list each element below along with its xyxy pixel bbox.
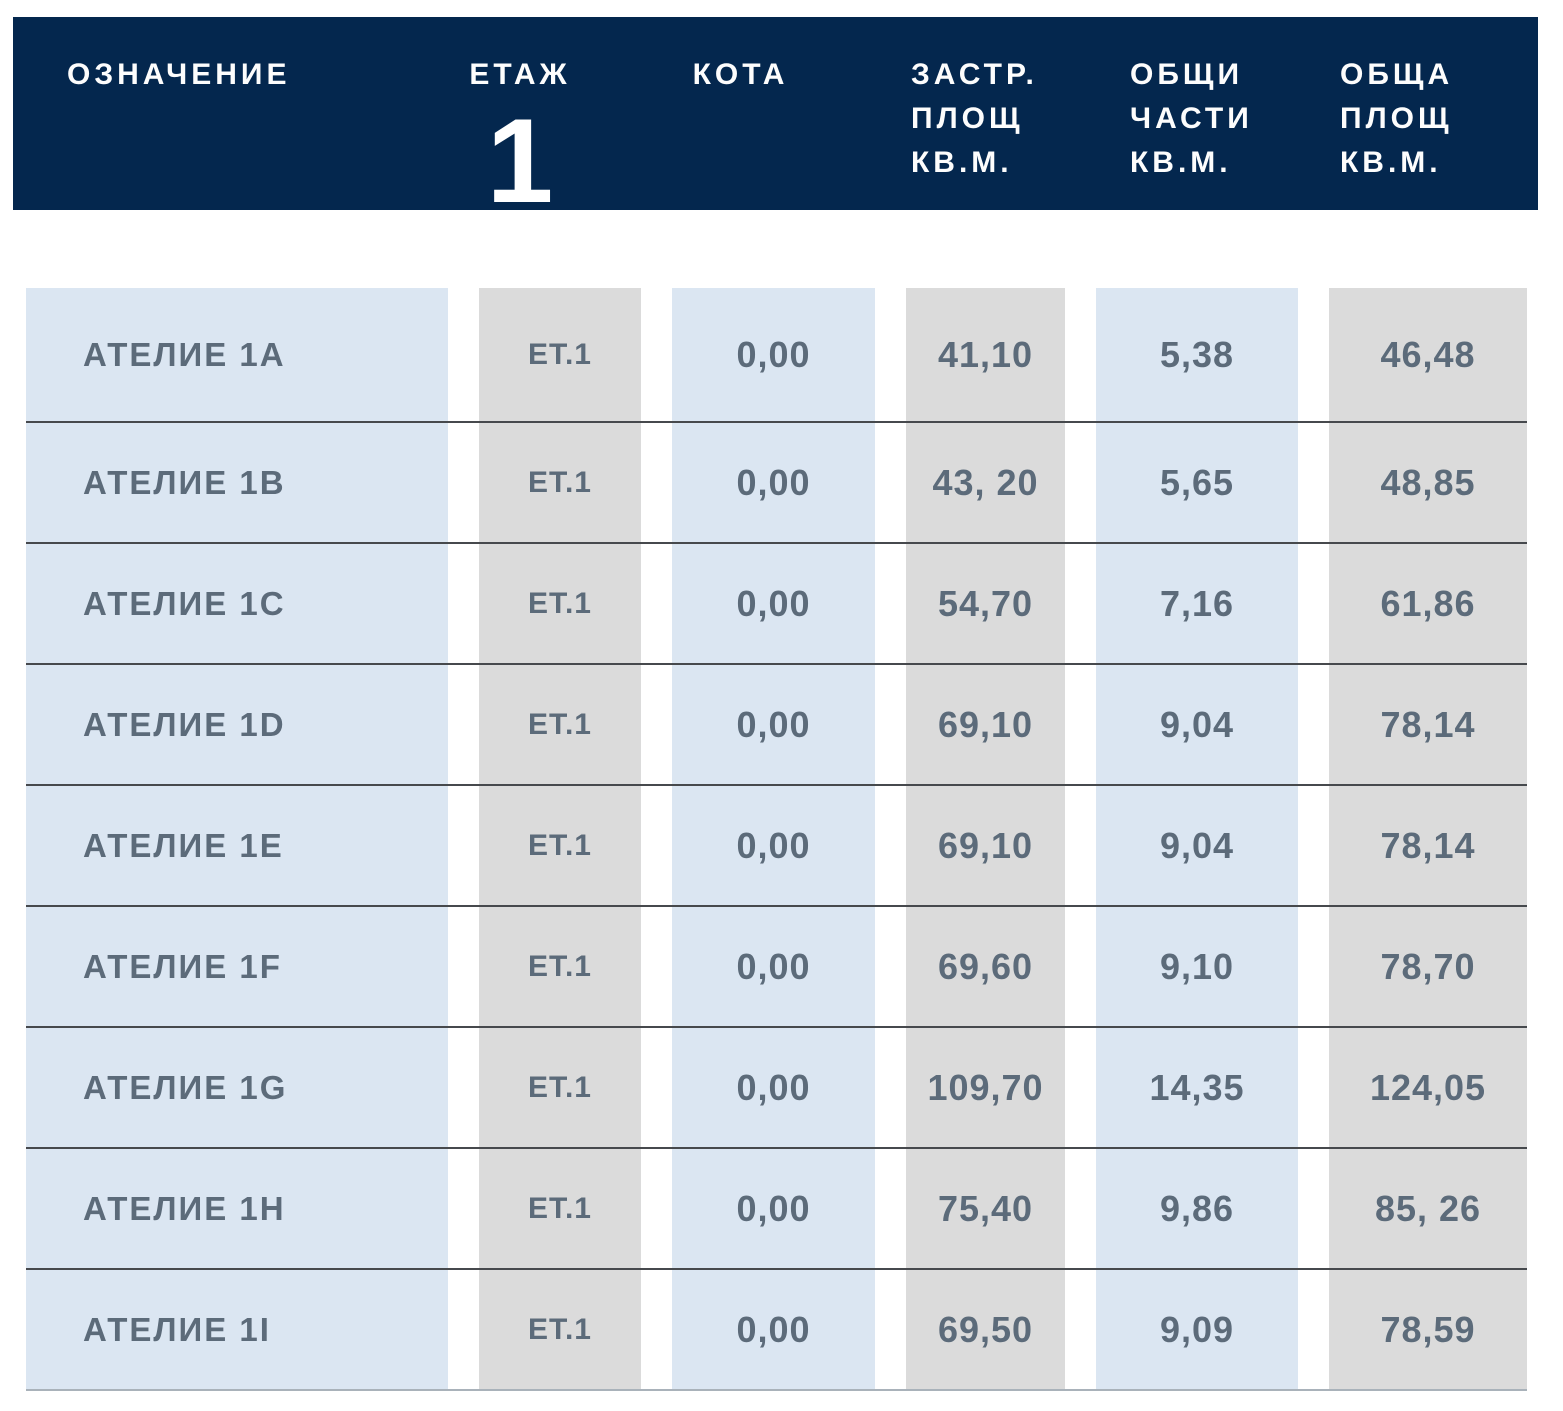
- header-common-parts-line3: КВ.М.: [1130, 146, 1232, 179]
- unit-common-parts: 9,10: [1096, 907, 1298, 1026]
- table-header: ОЗНАЧЕНИЕ ЕТАЖ 1 КОТА ЗАСТР. ПЛОЩ КВ.М. …: [13, 17, 1538, 221]
- unit-built-area: 69,10: [906, 665, 1065, 784]
- unit-built-area: 54,70: [906, 544, 1065, 663]
- unit-built-area: 69,10: [906, 786, 1065, 905]
- unit-total-area: 61,86: [1329, 544, 1527, 663]
- header-elevation: КОТА: [639, 17, 842, 221]
- unit-common-parts: 9,09: [1096, 1270, 1298, 1389]
- unit-elevation: 0,00: [672, 786, 875, 905]
- header-total-area-line3: КВ.М.: [1340, 146, 1442, 179]
- unit-designation: АТЕЛИЕ 1B: [26, 423, 448, 542]
- unit-common-parts: 9,04: [1096, 786, 1298, 905]
- unit-common-parts: 5,65: [1096, 423, 1298, 542]
- unit-designation: АТЕЛИЕ 1D: [26, 665, 448, 784]
- table-row[interactable]: АТЕЛИЕ 1D ЕТ.1 0,00 69,10 9,04 78,14: [26, 665, 1527, 786]
- unit-elevation: 0,00: [672, 1149, 875, 1268]
- table-row[interactable]: АТЕЛИЕ 1C ЕТ.1 0,00 54,70 7,16 61,86: [26, 544, 1527, 665]
- header-built-area-line1: ЗАСТР.: [911, 58, 1038, 91]
- table-row[interactable]: АТЕЛИЕ 1G ЕТ.1 0,00 109,70 14,35 124,05: [26, 1028, 1527, 1149]
- unit-built-area: 69,50: [906, 1270, 1065, 1389]
- unit-elevation: 0,00: [672, 907, 875, 1026]
- unit-designation: АТЕЛИЕ 1A: [26, 288, 448, 421]
- unit-floor: ЕТ.1: [479, 423, 641, 542]
- unit-designation: АТЕЛИЕ 1C: [26, 544, 448, 663]
- floor-number: 1: [486, 94, 554, 228]
- unit-total-area: 85, 26: [1329, 1149, 1527, 1268]
- unit-total-area: 124,05: [1329, 1028, 1527, 1147]
- unit-floor: ЕТ.1: [479, 1149, 641, 1268]
- units-table: АТЕЛИЕ 1A ЕТ.1 0,00 41,10 5,38 46,48 АТЕ…: [26, 288, 1527, 1391]
- floor-units-table-page: ОЗНАЧЕНИЕ ЕТАЖ 1 КОТА ЗАСТР. ПЛОЩ КВ.М. …: [0, 17, 1563, 1411]
- header-total-area-line2: ПЛОЩ: [1340, 102, 1453, 135]
- table-row[interactable]: АТЕЛИЕ 1A ЕТ.1 0,00 41,10 5,38 46,48: [26, 288, 1527, 423]
- unit-floor: ЕТ.1: [479, 288, 641, 421]
- header-common-parts: ОБЩИ ЧАСТИ КВ.М.: [1096, 17, 1298, 221]
- header-common-parts-line2: ЧАСТИ: [1130, 102, 1253, 135]
- unit-elevation: 0,00: [672, 1270, 875, 1389]
- unit-floor: ЕТ.1: [479, 786, 641, 905]
- unit-built-area: 43, 20: [906, 423, 1065, 542]
- unit-designation: АТЕЛИЕ 1G: [26, 1028, 448, 1147]
- unit-total-area: 78,70: [1329, 907, 1527, 1026]
- unit-total-area: 48,85: [1329, 423, 1527, 542]
- unit-floor: ЕТ.1: [479, 544, 641, 663]
- unit-total-area: 78,14: [1329, 786, 1527, 905]
- header-built-area-line3: КВ.М.: [911, 146, 1013, 179]
- table-row[interactable]: АТЕЛИЕ 1I ЕТ.1 0,00 69,50 9,09 78,59: [26, 1270, 1527, 1391]
- header-designation-label: ОЗНАЧЕНИЕ: [67, 58, 291, 91]
- unit-elevation: 0,00: [672, 288, 875, 421]
- header-total-area-line1: ОБЩА: [1340, 58, 1454, 91]
- unit-designation: АТЕЛИЕ 1E: [26, 786, 448, 905]
- unit-floor: ЕТ.1: [479, 1270, 641, 1389]
- header-common-parts-line1: ОБЩИ: [1130, 58, 1244, 91]
- unit-designation: АТЕЛИЕ 1H: [26, 1149, 448, 1268]
- unit-built-area: 69,60: [906, 907, 1065, 1026]
- table-row[interactable]: АТЕЛИЕ 1H ЕТ.1 0,00 75,40 9,86 85, 26: [26, 1149, 1527, 1270]
- unit-elevation: 0,00: [672, 1028, 875, 1147]
- unit-common-parts: 7,16: [1096, 544, 1298, 663]
- unit-built-area: 75,40: [906, 1149, 1065, 1268]
- unit-elevation: 0,00: [672, 544, 875, 663]
- unit-floor: ЕТ.1: [479, 1028, 641, 1147]
- unit-common-parts: 9,04: [1096, 665, 1298, 784]
- header-built-area: ЗАСТР. ПЛОЩ КВ.М.: [906, 17, 1065, 221]
- unit-built-area: 109,70: [906, 1028, 1065, 1147]
- unit-common-parts: 9,86: [1096, 1149, 1298, 1268]
- unit-elevation: 0,00: [672, 423, 875, 542]
- unit-designation: АТЕЛИЕ 1F: [26, 907, 448, 1026]
- header-designation: ОЗНАЧЕНИЕ: [26, 17, 448, 221]
- unit-designation: АТЕЛИЕ 1I: [26, 1270, 448, 1389]
- unit-common-parts: 5,38: [1096, 288, 1298, 421]
- unit-common-parts: 14,35: [1096, 1028, 1298, 1147]
- unit-total-area: 46,48: [1329, 288, 1527, 421]
- unit-total-area: 78,59: [1329, 1270, 1527, 1389]
- table-header-grid: ОЗНАЧЕНИЕ ЕТАЖ 1 КОТА ЗАСТР. ПЛОЩ КВ.М. …: [26, 17, 1527, 221]
- table-row[interactable]: АТЕЛИЕ 1B ЕТ.1 0,00 43, 20 5,65 48,85: [26, 423, 1527, 544]
- unit-floor: ЕТ.1: [479, 665, 641, 784]
- table-row[interactable]: АТЕЛИЕ 1F ЕТ.1 0,00 69,60 9,10 78,70: [26, 907, 1527, 1028]
- unit-elevation: 0,00: [672, 665, 875, 784]
- header-floor: ЕТАЖ 1: [439, 17, 601, 221]
- header-built-area-line2: ПЛОЩ: [911, 102, 1024, 135]
- unit-total-area: 78,14: [1329, 665, 1527, 784]
- header-total-area: ОБЩА ПЛОЩ КВ.М.: [1329, 17, 1527, 221]
- unit-built-area: 41,10: [906, 288, 1065, 421]
- unit-floor: ЕТ.1: [479, 907, 641, 1026]
- header-elevation-label: КОТА: [692, 58, 789, 91]
- table-row[interactable]: АТЕЛИЕ 1E ЕТ.1 0,00 69,10 9,04 78,14: [26, 786, 1527, 907]
- header-floor-label: ЕТАЖ: [469, 58, 571, 91]
